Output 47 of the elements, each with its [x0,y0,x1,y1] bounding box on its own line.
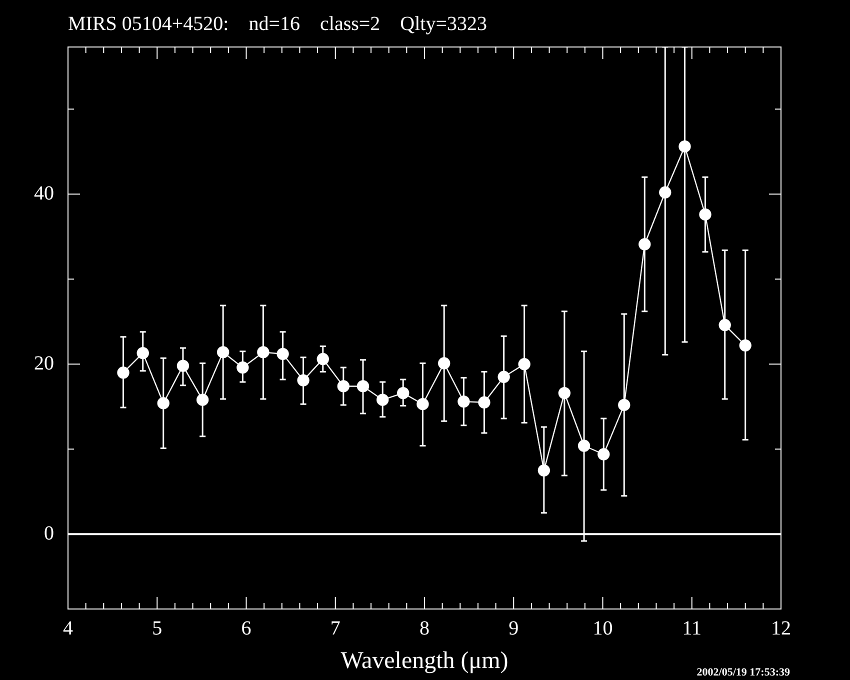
point [478,396,490,408]
y-tick-label: 40 [34,182,54,204]
text: 2002/05/19 17:53:39 [696,666,790,678]
point [598,448,610,460]
point [356,380,370,392]
x-tick-label: 7 [330,617,340,640]
point [337,380,350,392]
point [618,398,630,412]
point [678,140,691,153]
point [538,464,550,477]
x-tick-label: 6 [241,617,252,640]
point [699,208,712,221]
x-tick-label: 4 [63,617,73,640]
point [458,395,470,408]
point [578,440,590,452]
x-tick-label: 5 [152,617,162,640]
point [136,346,149,360]
x-tick-label: 9 [508,617,519,640]
point [297,374,310,386]
chart-title: MIRS 05104+4520: nd=16 class=2 Qlty=3323 [68,13,488,35]
point [498,370,510,383]
point [376,394,389,406]
point [117,366,130,379]
point [659,186,672,198]
point [518,358,530,370]
x-tick-label: 12 [771,617,791,640]
point [438,357,450,370]
point [718,318,731,332]
x-axis-title: Wavelength (μm) [340,648,508,674]
point [236,361,249,374]
y-tick-label: 20 [34,352,54,374]
point [638,238,651,250]
point [397,386,410,400]
point [558,386,571,400]
x-tick-label: 8 [420,617,430,640]
point [196,394,209,406]
point [416,398,429,410]
y-tick-label: 0 [44,522,54,544]
x-tick-label: 10 [592,617,613,640]
point [157,397,170,410]
point [316,352,329,366]
point [257,346,270,358]
point [276,348,289,360]
point [739,339,752,352]
point [176,360,190,372]
point [216,346,230,358]
x-tick-label: 11 [682,617,702,640]
